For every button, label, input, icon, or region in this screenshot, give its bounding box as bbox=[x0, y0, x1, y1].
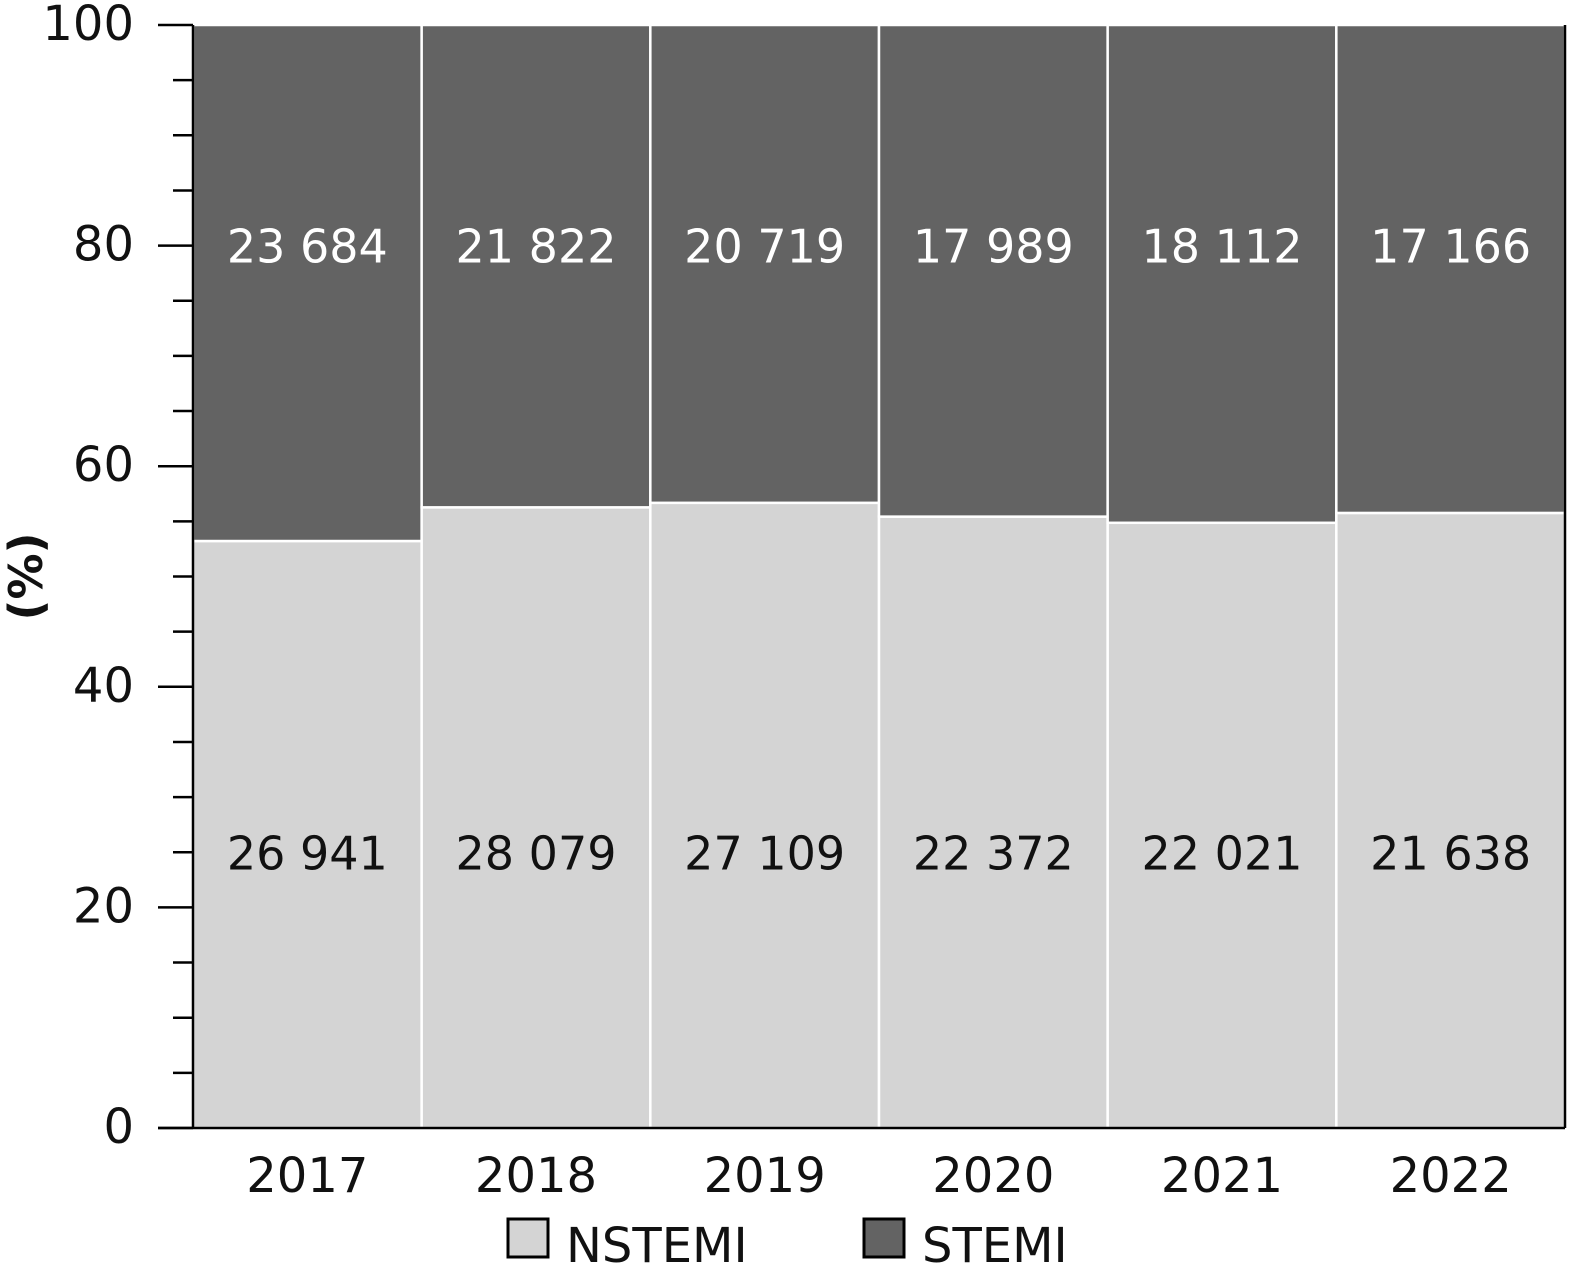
y-axis: 0 20 40 60 80 100 bbox=[42, 0, 195, 1155]
value-label-stemi-2018: 21 822 bbox=[456, 220, 617, 274]
x-tick-label-2020: 2020 bbox=[932, 1148, 1054, 1204]
value-label-nstemi-2019: 27 109 bbox=[684, 826, 845, 880]
x-tick-label-2017: 2017 bbox=[246, 1148, 368, 1204]
value-label-nstemi-2021: 22 021 bbox=[1142, 826, 1303, 880]
bar-segment-nstemi-2019 bbox=[649, 501, 881, 1130]
bar-segment-nstemi-2021 bbox=[1106, 521, 1338, 1130]
value-labels-group: 23 684 26 941 21 822 28 079 20 719 27 109 17 9… bbox=[227, 220, 1531, 881]
bar-segment-nstemi-2017 bbox=[191, 539, 423, 1130]
legend: NSTEMI STEMI bbox=[506, 1217, 1068, 1268]
value-label-stemi-2021: 18 112 bbox=[1142, 220, 1303, 274]
x-tick-label-2022: 2022 bbox=[1390, 1148, 1512, 1204]
legend-swatch-nstemi bbox=[506, 1217, 550, 1259]
y-axis-title: (%) bbox=[0, 532, 53, 620]
legend-swatch-stemi bbox=[862, 1217, 906, 1259]
bar-segment-stemi-2018 bbox=[420, 23, 652, 509]
y-tick-label-0: 0 bbox=[103, 1099, 134, 1155]
bar-segment-nstemi-2018 bbox=[420, 506, 652, 1130]
bars-group bbox=[191, 23, 1567, 1130]
value-label-nstemi-2020: 22 372 bbox=[913, 826, 1074, 880]
value-label-stemi-2020: 17 989 bbox=[913, 220, 1074, 274]
x-tick-label-2021: 2021 bbox=[1161, 1148, 1283, 1204]
x-tick-label-2019: 2019 bbox=[704, 1148, 826, 1204]
value-label-nstemi-2022: 21 638 bbox=[1370, 826, 1531, 880]
value-label-stemi-2022: 17 166 bbox=[1370, 220, 1531, 274]
value-label-stemi-2019: 20 719 bbox=[684, 220, 845, 274]
bar-segment-stemi-2021 bbox=[1106, 23, 1338, 525]
value-label-nstemi-2017: 26 941 bbox=[227, 826, 388, 880]
y-tick-label-40: 40 bbox=[73, 658, 134, 714]
bar-segment-stemi-2017 bbox=[191, 23, 423, 543]
y-tick-label-100: 100 bbox=[42, 0, 134, 52]
x-tick-label-2018: 2018 bbox=[475, 1148, 597, 1204]
bar-segment-nstemi-2022 bbox=[1335, 511, 1567, 1130]
bar-segment-stemi-2022 bbox=[1335, 23, 1567, 515]
legend-label-stemi: STEMI bbox=[922, 1218, 1068, 1268]
value-label-stemi-2017: 23 684 bbox=[227, 220, 388, 274]
bar-segment-stemi-2020 bbox=[877, 23, 1109, 518]
x-axis: 2017 2018 2019 2020 2021 2022 bbox=[158, 25, 1567, 1204]
bar-segment-stemi-2019 bbox=[649, 23, 881, 505]
y-tick-label-60: 60 bbox=[73, 437, 134, 493]
legend-label-nstemi: NSTEMI bbox=[566, 1218, 748, 1268]
bar-segment-nstemi-2020 bbox=[877, 515, 1109, 1130]
y-tick-label-20: 20 bbox=[73, 878, 134, 934]
y-tick-label-80: 80 bbox=[73, 217, 134, 273]
value-label-nstemi-2018: 28 079 bbox=[456, 826, 617, 880]
